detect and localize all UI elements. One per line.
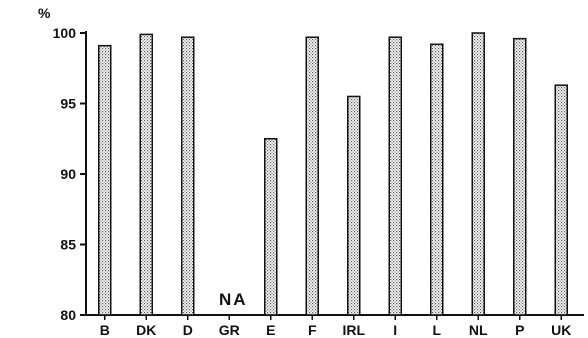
y-tick-label: 85 xyxy=(60,237,76,253)
y-axis-ticks: 100 95 90 85 80 xyxy=(53,25,86,323)
x-axis-labels: B DK D GR E F IRL I L NL P UK xyxy=(100,315,571,338)
missing-value-label: NA xyxy=(219,290,248,309)
x-tick-label: I xyxy=(393,322,397,338)
x-tick-label: D xyxy=(183,322,193,338)
bar-i xyxy=(388,36,402,316)
y-tick-label: 80 xyxy=(60,307,76,323)
bar-e xyxy=(264,138,278,316)
bar-f xyxy=(305,36,319,316)
x-tick-label: L xyxy=(432,322,441,338)
y-tick-label: 100 xyxy=(53,25,77,41)
bar-d xyxy=(181,36,195,316)
x-tick-label: B xyxy=(100,322,110,338)
bars: NA xyxy=(98,32,568,316)
bar-dk xyxy=(139,33,153,316)
y-axis-unit: % xyxy=(38,5,51,21)
bar-irl xyxy=(347,95,361,316)
bar-p xyxy=(513,37,527,316)
bar-uk xyxy=(554,84,568,316)
x-tick-label: GR xyxy=(219,322,240,338)
x-tick-label: NL xyxy=(469,322,488,338)
y-tick-label: 90 xyxy=(60,166,76,182)
x-tick-label: F xyxy=(308,322,317,338)
x-tick-label: IRL xyxy=(342,322,365,338)
y-tick-label: 95 xyxy=(60,96,76,112)
x-tick-label: E xyxy=(266,322,275,338)
x-tick-label: P xyxy=(515,322,524,338)
x-tick-label: UK xyxy=(551,322,571,338)
bar-l xyxy=(430,43,444,316)
x-tick-label: DK xyxy=(136,322,156,338)
bar-b xyxy=(98,44,112,316)
bar-nl xyxy=(471,32,485,316)
axes xyxy=(85,31,584,316)
